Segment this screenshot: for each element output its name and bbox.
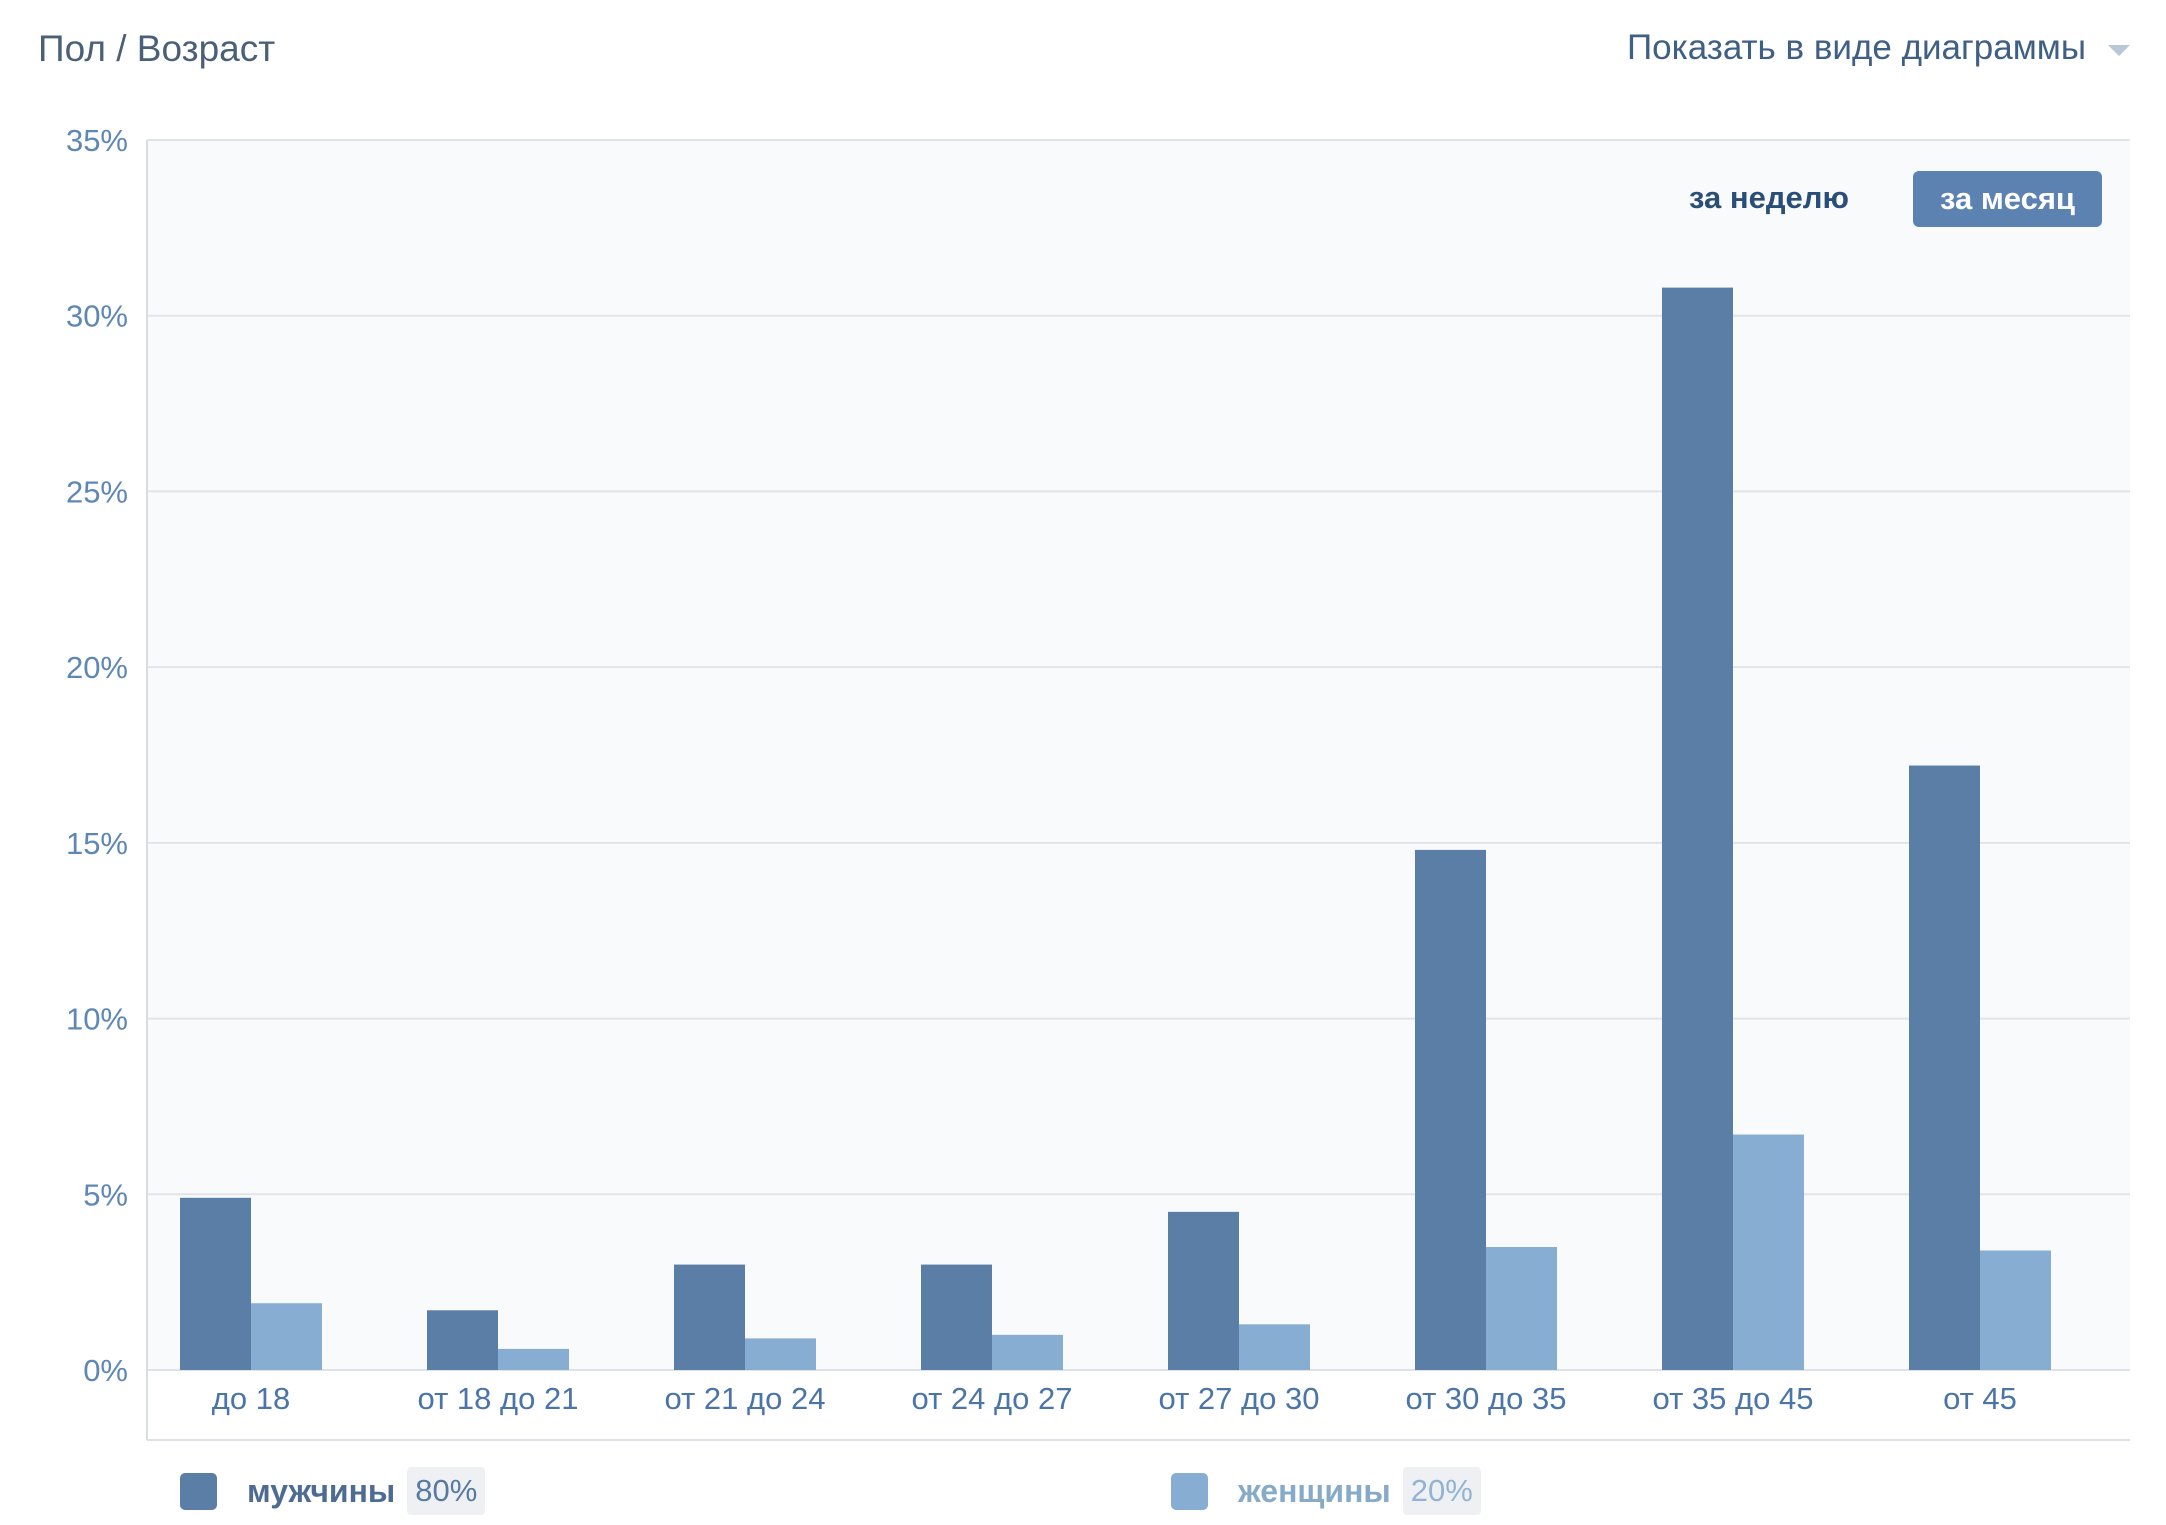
legend-pct-women: 20%: [1402, 1467, 1481, 1515]
bar-men[interactable]: [427, 1310, 498, 1370]
x-tick-label: от 35 до 45: [1653, 1381, 1814, 1416]
legend-swatch-women: [1171, 1472, 1208, 1510]
view-mode-label: Показать в виде диаграммы: [1627, 28, 2086, 67]
bar-women[interactable]: [1486, 1247, 1557, 1370]
bar-women[interactable]: [992, 1334, 1063, 1370]
bar-women[interactable]: [745, 1338, 816, 1370]
period-week-button[interactable]: за неделю: [1689, 180, 1849, 215]
view-mode-select[interactable]: Показать в виде диаграммы: [1627, 28, 2130, 68]
bar-men[interactable]: [180, 1197, 251, 1370]
x-tick-label: от 45: [1943, 1381, 2017, 1416]
y-axis-ticks: 0% 5% 10% 15% 20% 25% 30% 35%: [66, 123, 128, 1388]
bar-men[interactable]: [1415, 849, 1486, 1370]
bar-women[interactable]: [1733, 1134, 1804, 1370]
y-tick-label: 15%: [66, 826, 128, 861]
x-tick-label: от 27 до 30: [1159, 1381, 1320, 1416]
x-tick-label: от 21 до 24: [665, 1381, 826, 1416]
bar-women[interactable]: [1980, 1250, 2051, 1370]
x-tick-label: до 18: [212, 1381, 290, 1416]
y-tick-label: 35%: [66, 123, 128, 158]
bar-men[interactable]: [921, 1264, 992, 1370]
bar-men[interactable]: [1168, 1211, 1239, 1370]
legend-swatch-men: [180, 1472, 217, 1510]
y-tick-label: 10%: [66, 1002, 128, 1037]
y-tick-label: 0%: [83, 1353, 128, 1388]
bar-men[interactable]: [1662, 287, 1733, 1371]
y-tick-label: 5%: [83, 1177, 128, 1212]
legend-label-men: мужчины: [247, 1472, 396, 1509]
y-tick-label: 30%: [66, 299, 128, 334]
y-tick-label: 20%: [66, 650, 128, 685]
x-tick-label: от 18 до 21: [418, 1381, 579, 1416]
gridlines: [147, 139, 2130, 1371]
period-month-button[interactable]: за месяц: [1913, 171, 2102, 227]
x-tick-label: от 24 до 27: [912, 1381, 1073, 1416]
y-tick-label: 25%: [66, 474, 128, 509]
legend-item-women[interactable]: женщины 20%: [1171, 1466, 1481, 1516]
chevron-down-icon: [2108, 44, 2130, 56]
chart-title: Пол / Возраст: [38, 28, 276, 69]
bar-women[interactable]: [1239, 1324, 1310, 1370]
x-axis-ticks: до 18 от 18 до 21 от 21 до 24 от 24 до 27 от…: [212, 1381, 2017, 1416]
bar-men[interactable]: [674, 1264, 745, 1370]
legend-item-men[interactable]: мужчины 80%: [180, 1466, 486, 1516]
legend-pct-men: 80%: [407, 1467, 486, 1515]
x-tick-label: от 30 до 35: [1406, 1381, 1567, 1416]
bar-women[interactable]: [251, 1303, 322, 1370]
bars: [180, 287, 2051, 1371]
legend-label-women: женщины: [1238, 1472, 1391, 1509]
bar-men[interactable]: [1909, 765, 1980, 1370]
bar-women[interactable]: [498, 1348, 569, 1370]
